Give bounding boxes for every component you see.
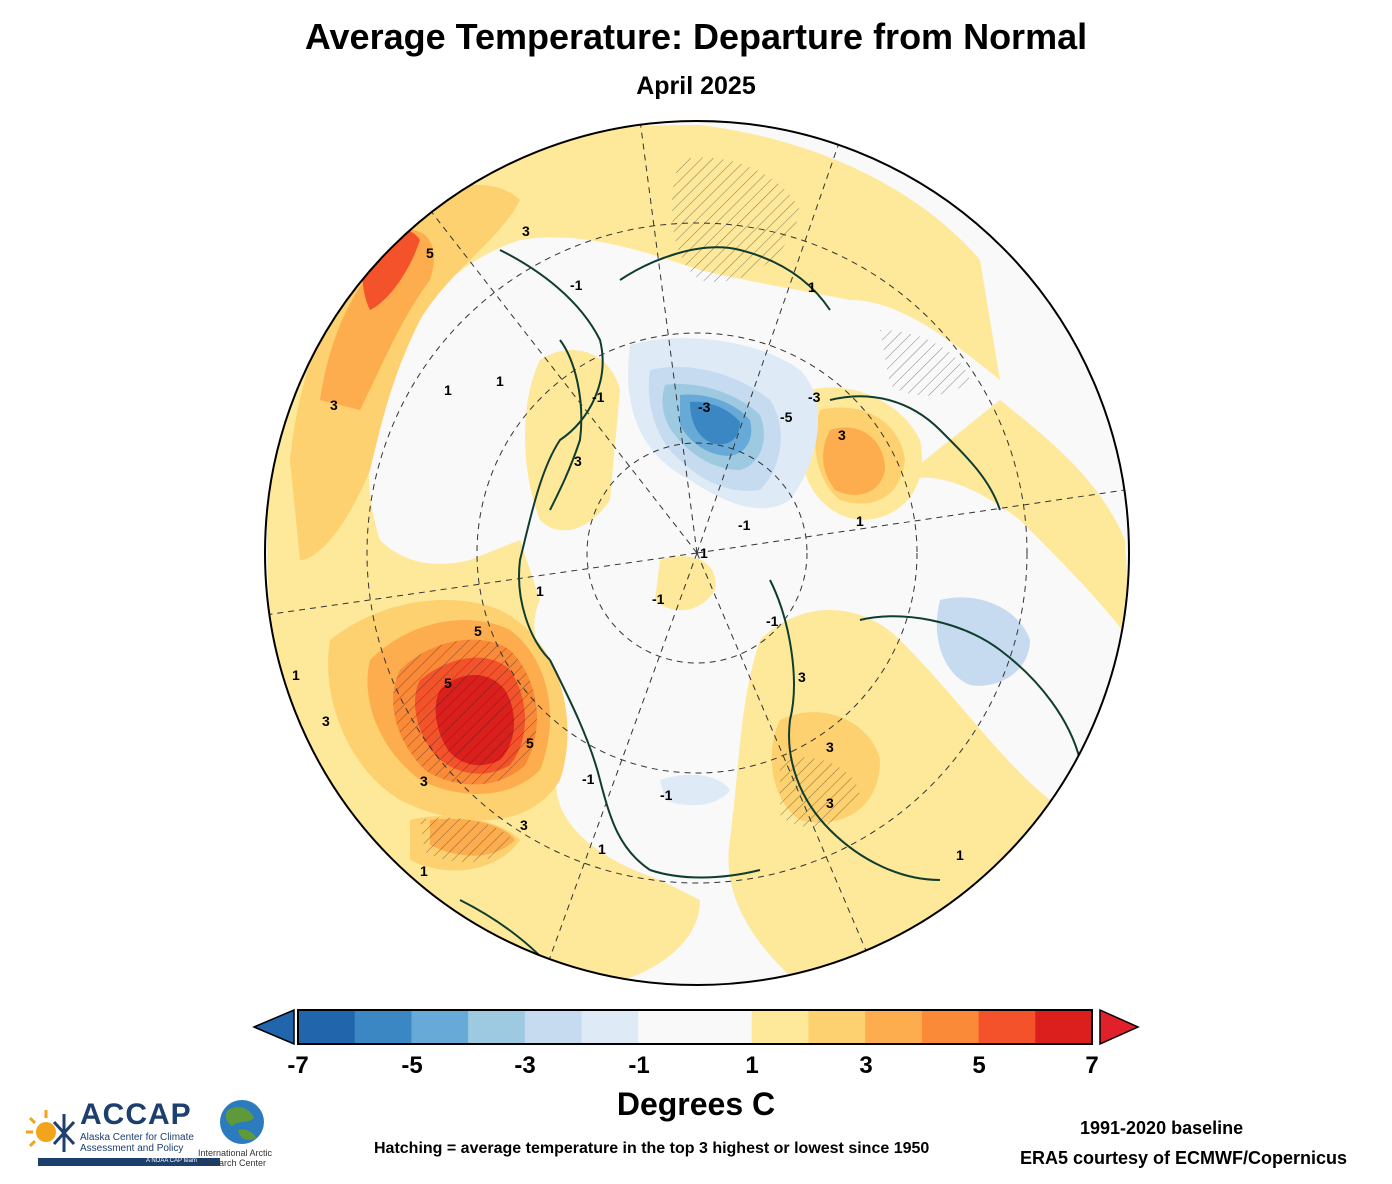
contour-label: 3 bbox=[826, 795, 834, 811]
colorbar-tick-label: 1 bbox=[745, 1052, 759, 1079]
contour-label: -1 bbox=[592, 389, 605, 405]
anomaly-region-cold bbox=[660, 774, 730, 806]
hatching-record bbox=[393, 639, 537, 785]
colorbar-tick-label: 3 bbox=[859, 1052, 873, 1079]
map-title: Average Temperature: Departure from Norm… bbox=[304, 16, 1088, 57]
contour-label: 3 bbox=[838, 427, 846, 443]
polar-map: 5 3 3 1 3 1 -3 -5 -3 3 -1 1 5 5 3 3 3 3 … bbox=[264, 120, 1130, 986]
colorbar-cell bbox=[354, 1010, 412, 1044]
map-border bbox=[264, 120, 1130, 986]
baseline-note: 1991-2020 baseline bbox=[1080, 1118, 1244, 1138]
anomaly-region-warm bbox=[290, 185, 520, 560]
contour-label: -5 bbox=[780, 409, 793, 425]
anomaly-region-warm bbox=[525, 350, 620, 531]
contour-label: 5 bbox=[526, 735, 534, 751]
contour-label: -1 bbox=[738, 517, 751, 533]
contour-label: 1 bbox=[700, 545, 708, 561]
anomaly-region-warm bbox=[900, 400, 1129, 640]
colorbar-cell bbox=[865, 1010, 923, 1044]
contour-label: -3 bbox=[808, 389, 821, 405]
accap-subtitle: Alaska Center for Climate Assessment and… bbox=[80, 1132, 194, 1154]
colorbar-under-arrow bbox=[252, 1008, 295, 1046]
iarc-name: International Arctic Research Center bbox=[198, 1148, 273, 1168]
contour-label: 1 bbox=[444, 382, 452, 398]
contour-label: 3 bbox=[322, 713, 330, 729]
contour-label: 5 bbox=[474, 623, 482, 639]
colorbar-cell bbox=[1035, 1010, 1093, 1044]
contour-label: 3 bbox=[574, 453, 582, 469]
colorbar-tick-label: 5 bbox=[972, 1052, 986, 1079]
iarc-logo: International Arctic Research Center bbox=[198, 1098, 278, 1168]
colorbar-cell bbox=[978, 1010, 1036, 1044]
coastlines bbox=[459, 246, 1081, 981]
hatching-record bbox=[780, 757, 860, 827]
anomaly-region-cold bbox=[690, 401, 740, 445]
anomaly-region-cold bbox=[936, 597, 1030, 686]
colorbar-frame bbox=[297, 1009, 1093, 1045]
globe-icon bbox=[220, 1100, 264, 1144]
colorbar-cell bbox=[808, 1010, 866, 1044]
colorbar-cell bbox=[581, 1010, 639, 1044]
hatching-note: Hatching = average temperature in the to… bbox=[374, 1140, 930, 1157]
contour-label: 1 bbox=[292, 667, 300, 683]
colorbar-cell bbox=[751, 1010, 809, 1044]
contour-label: -1 bbox=[652, 591, 665, 607]
colorbar-cells bbox=[298, 1010, 1093, 1044]
colorbar-cell bbox=[638, 1010, 696, 1044]
contour-label: 5 bbox=[426, 245, 434, 261]
hatching-record bbox=[420, 817, 515, 863]
contour-label: -3 bbox=[698, 399, 711, 415]
contour-label: 3 bbox=[522, 223, 530, 239]
colorbar-units: Degrees C bbox=[616, 1086, 776, 1122]
colorbar-cell bbox=[298, 1010, 356, 1044]
colorbar-cell bbox=[468, 1010, 526, 1044]
accap-logo: ACCAP Alaska Center for Climate Assessme… bbox=[24, 1098, 220, 1168]
colorbar-tick-label: 7 bbox=[1085, 1052, 1099, 1079]
contour-label: 3 bbox=[330, 397, 338, 413]
colorbar-tick-label: -7 bbox=[287, 1052, 309, 1079]
contour-label: 1 bbox=[598, 841, 606, 857]
accap-name: ACCAP bbox=[80, 1098, 192, 1131]
contour-label: 5 bbox=[444, 675, 452, 691]
colorbar-tick-label: -1 bbox=[628, 1052, 650, 1079]
colorbar-over-arrow bbox=[1099, 1008, 1140, 1046]
anomaly-region-warm bbox=[655, 556, 716, 611]
colorbar-cell bbox=[411, 1010, 469, 1044]
anomaly-region-warm bbox=[823, 427, 885, 495]
contour-label: 1 bbox=[956, 847, 964, 863]
contour-label: 1 bbox=[420, 863, 428, 879]
contour-label: 1 bbox=[856, 513, 864, 529]
contour-label: 3 bbox=[520, 817, 528, 833]
contour-label: 1 bbox=[496, 373, 504, 389]
contour-label: 1 bbox=[536, 583, 544, 599]
colorbar-cell bbox=[524, 1010, 583, 1044]
map-subtitle: April 2025 bbox=[636, 72, 756, 100]
contour-label: -1 bbox=[582, 771, 595, 787]
accap-bar bbox=[38, 1158, 220, 1166]
contour-label: 1 bbox=[808, 279, 816, 295]
anomaly-region-warm bbox=[320, 230, 434, 410]
data-credit: ERA5 courtesy of ECMWF/Copernicus bbox=[1020, 1148, 1348, 1168]
graticule bbox=[265, 121, 1126, 985]
hatching-record bbox=[880, 330, 970, 396]
hatching-record bbox=[671, 157, 800, 282]
contour-label: -1 bbox=[660, 787, 673, 803]
contour-label: 3 bbox=[420, 773, 428, 789]
colorbar-cell bbox=[695, 1010, 753, 1044]
contour-label: 3 bbox=[798, 669, 806, 685]
accap-bar-text: A NOAA CAP team bbox=[146, 1158, 197, 1164]
contour-label: -1 bbox=[570, 277, 583, 293]
colorbar bbox=[252, 1008, 1140, 1046]
colorbar-cell bbox=[921, 1010, 980, 1044]
sun-snowflake-icon bbox=[26, 1110, 76, 1152]
contour-label: -1 bbox=[766, 613, 779, 629]
colorbar-tick-label: -5 bbox=[401, 1052, 423, 1079]
contour-label: 3 bbox=[826, 739, 834, 755]
colorbar-tick-label: -3 bbox=[514, 1052, 536, 1079]
